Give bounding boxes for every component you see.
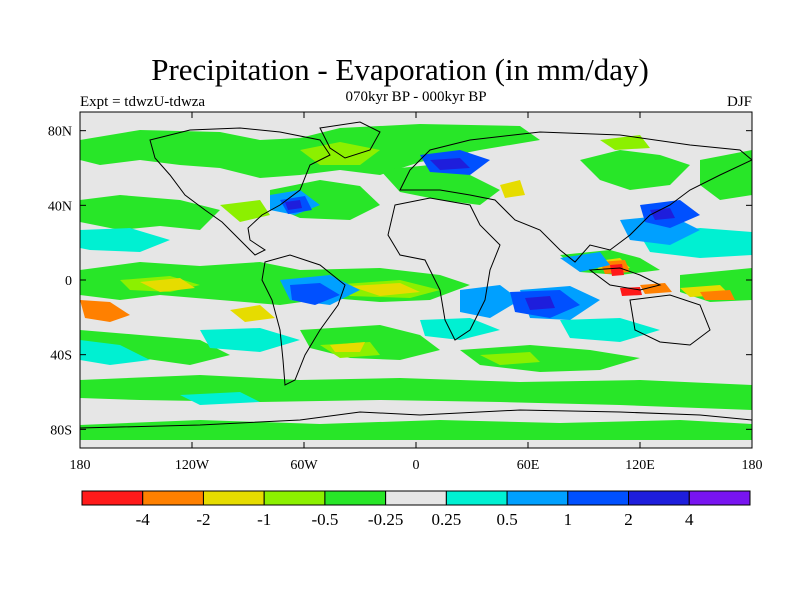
x-tick-label: 0 <box>413 458 420 473</box>
colorbar: -4 -2 -1 -0.5 -0.25 0.25 0.5 1 2 4 <box>81 490 751 529</box>
colorbar-label: -0.25 <box>368 510 403 529</box>
coast-north-america <box>149 127 331 256</box>
y-tick-label: 40S <box>50 349 72 364</box>
x-tick-label: 60W <box>290 458 318 473</box>
colorbar-label: 1 <box>564 510 573 529</box>
colorbar-label: 4 <box>685 510 694 529</box>
x-tick-label: 60E <box>517 458 540 473</box>
plot-title: Precipitation - Evaporation (in mm/day) <box>151 52 649 87</box>
coastlines <box>80 121 752 429</box>
colorbar-label: -2 <box>196 510 210 529</box>
colorbar-swatch <box>263 490 326 506</box>
colorbar-label: -1 <box>257 510 271 529</box>
colorbar-swatch <box>567 490 630 506</box>
coast-eurasia <box>399 131 752 263</box>
colorbar-swatch <box>445 490 508 506</box>
coast-australia <box>629 294 711 346</box>
x-tick-label: 120E <box>625 458 655 473</box>
y-tick-label: 80N <box>48 125 72 140</box>
coast-south-america <box>261 254 346 386</box>
anomaly-band-positive-cyan <box>80 228 752 405</box>
anomaly-band-positive-darkblue <box>285 158 675 310</box>
y-tick-label: 40N <box>48 199 72 214</box>
coast-indonesia <box>588 267 662 291</box>
colorbar-label: -4 <box>136 510 151 529</box>
y-tick-label: 80S <box>50 423 72 438</box>
x-tick-label: 120W <box>175 458 210 473</box>
season-label: DJF <box>726 94 752 110</box>
coast-greenland <box>319 121 381 159</box>
map-axes: 80N 40N 0 40S 80S 180 120W 60W 0 60E 120E 180 <box>48 112 763 473</box>
colorbar-swatch <box>142 490 204 506</box>
colorbar-swatch <box>81 490 144 506</box>
colorbar-label: -0.5 <box>311 510 338 529</box>
anomaly-field <box>80 124 752 440</box>
experiment-label: Expt = tdwzU-tdwza <box>80 94 206 110</box>
colorbar-label: 0.25 <box>431 510 461 529</box>
colorbar-swatch <box>628 490 690 506</box>
colorbar-swatch <box>688 490 751 506</box>
colorbar-swatch <box>324 490 387 506</box>
x-tick-label: 180 <box>70 458 91 473</box>
coast-africa <box>387 197 501 341</box>
coast-antarctica <box>80 409 752 429</box>
colorbar-label: 2 <box>624 510 633 529</box>
colorbar-swatch <box>385 490 447 506</box>
colorbar-label: 0.5 <box>496 510 517 529</box>
colorbar-swatch <box>202 490 265 506</box>
anomaly-band-negative-mid <box>80 260 735 322</box>
anomaly-band-negative-low <box>140 180 730 352</box>
colorbar-swatch <box>506 490 569 506</box>
y-tick-label: 0 <box>65 274 72 289</box>
x-tick-label: 180 <box>742 458 763 473</box>
plot-subtitle: 070kyr BP - 000kyr BP <box>345 89 487 105</box>
